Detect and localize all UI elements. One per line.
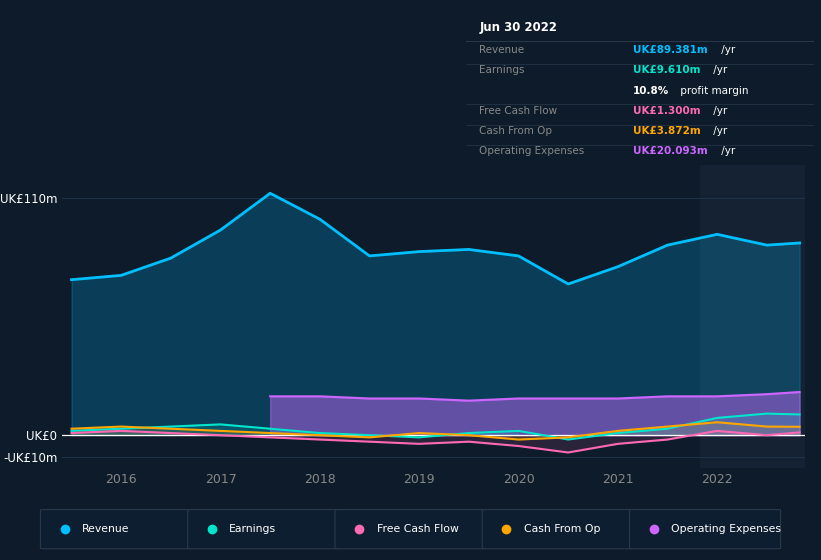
FancyBboxPatch shape — [188, 510, 339, 549]
Text: Operating Expenses: Operating Expenses — [479, 147, 585, 156]
Text: /yr: /yr — [710, 106, 727, 116]
Text: /yr: /yr — [718, 147, 736, 156]
Text: UK£3.872m: UK£3.872m — [633, 126, 701, 136]
Text: Revenue: Revenue — [479, 45, 525, 55]
FancyBboxPatch shape — [482, 510, 633, 549]
Text: Cash From Op: Cash From Op — [479, 126, 553, 136]
Text: 10.8%: 10.8% — [633, 86, 669, 96]
Text: Earnings: Earnings — [479, 66, 525, 76]
Text: Revenue: Revenue — [82, 524, 130, 534]
Text: /yr: /yr — [710, 126, 727, 136]
Text: Earnings: Earnings — [229, 524, 277, 534]
Text: UK£89.381m: UK£89.381m — [633, 45, 708, 55]
FancyBboxPatch shape — [335, 510, 486, 549]
Text: UK£9.610m: UK£9.610m — [633, 66, 700, 76]
Text: profit margin: profit margin — [677, 86, 748, 96]
FancyBboxPatch shape — [40, 510, 191, 549]
Text: /yr: /yr — [718, 45, 736, 55]
Text: Jun 30 2022: Jun 30 2022 — [479, 21, 557, 34]
Text: UK£1.300m: UK£1.300m — [633, 106, 700, 116]
Bar — [700, 165, 805, 468]
Text: Operating Expenses: Operating Expenses — [671, 524, 781, 534]
Text: Free Cash Flow: Free Cash Flow — [479, 106, 557, 116]
Text: Cash From Op: Cash From Op — [524, 524, 600, 534]
Text: UK£20.093m: UK£20.093m — [633, 147, 708, 156]
Text: Free Cash Flow: Free Cash Flow — [377, 524, 458, 534]
Text: /yr: /yr — [710, 66, 727, 76]
FancyBboxPatch shape — [630, 510, 781, 549]
